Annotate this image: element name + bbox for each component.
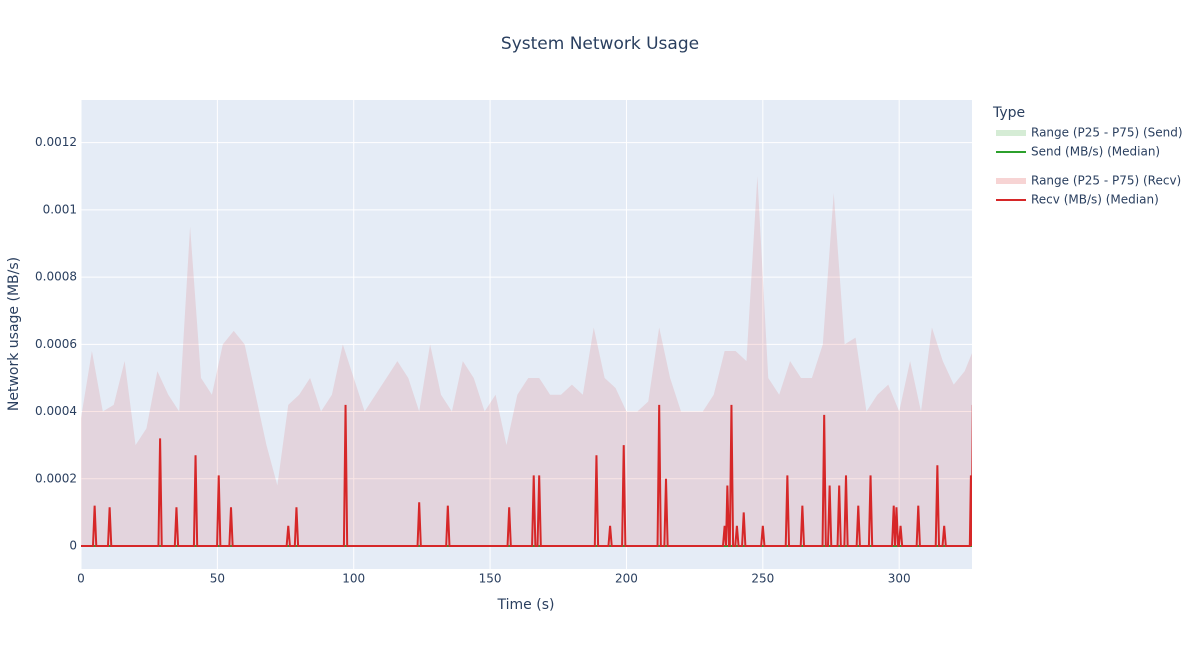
legend-label: Range (P25 - P75) (Recv)	[1031, 174, 1181, 188]
x-tick-label: 200	[615, 572, 638, 586]
x-tick-label: 50	[210, 572, 225, 586]
y-tick-label: 0.001	[43, 202, 77, 216]
median-line	[81, 404, 972, 547]
legend: Range (P25 - P75) (Send) Send (MB/s) (Med…	[996, 126, 1183, 207]
y-tick-label: 0.0002	[35, 471, 77, 485]
y-axis-title: Network usage (MB/s)	[6, 257, 22, 411]
y-tick-label: 0.0006	[35, 337, 77, 351]
legend-label: Range (P25 - P75) (Send)	[1031, 126, 1183, 140]
chart-title: System Network Usage	[501, 34, 699, 54]
y-tick-label: 0.0004	[35, 404, 77, 418]
x-axis-title: Time (s)	[497, 597, 555, 613]
legend-label: Send (MB/s) (Median)	[1031, 145, 1160, 159]
legend-swatch	[996, 130, 1026, 136]
y-tick-label: 0.0012	[35, 135, 77, 149]
y-tick-label: 0.0008	[35, 270, 77, 284]
range-band	[81, 176, 972, 546]
legend-title: Type	[992, 105, 1025, 121]
x-tick-label: 300	[888, 572, 911, 586]
legend-label: Recv (MB/s) (Median)	[1031, 193, 1159, 207]
x-tick-label: 0	[77, 572, 85, 586]
x-tick-label: 150	[479, 572, 502, 586]
data-marks	[81, 176, 972, 547]
x-tick-label: 100	[342, 572, 365, 586]
legend-swatch	[996, 178, 1026, 184]
y-tick-label: 0	[69, 538, 77, 552]
x-tick-label: 250	[751, 572, 774, 586]
